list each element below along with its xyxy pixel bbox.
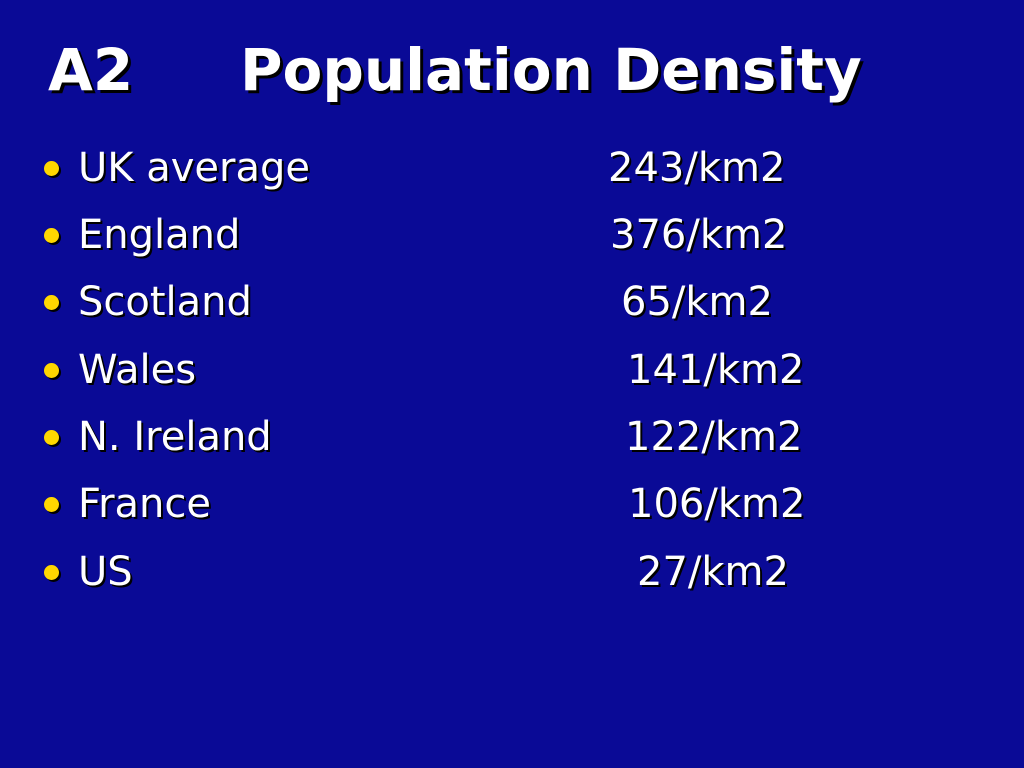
item-value: 106/km2 xyxy=(628,481,806,527)
list-item-us: US 27/km2 xyxy=(0,538,1024,606)
item-label: Wales xyxy=(78,347,197,393)
item-value: 376/km2 xyxy=(610,212,788,258)
bullet-icon xyxy=(44,161,59,176)
bullet-icon xyxy=(44,565,59,580)
bullet-icon xyxy=(44,363,59,378)
item-label: US xyxy=(78,549,133,595)
item-value: 243/km2 xyxy=(608,145,786,191)
item-value: 122/km2 xyxy=(625,414,803,460)
title-code: A2 xyxy=(48,36,134,104)
list-item-england: England 376/km2 xyxy=(0,201,1024,269)
item-value: 141/km2 xyxy=(627,347,805,393)
list-item-wales: Wales 141/km2 xyxy=(0,336,1024,404)
bullet-icon xyxy=(44,430,59,445)
list-item-france: France 106/km2 xyxy=(0,470,1024,538)
bullet-icon xyxy=(44,295,59,310)
item-value: 65/km2 xyxy=(621,279,773,325)
item-label: UK average xyxy=(78,145,310,191)
item-label: Scotland xyxy=(78,279,252,325)
item-label: N. Ireland xyxy=(78,414,272,460)
list-item-scotland: Scotland 65/km2 xyxy=(0,268,1024,336)
title-text: Population Density xyxy=(240,36,862,104)
item-label: France xyxy=(78,481,212,527)
list-item-n-ireland: N. Ireland 122/km2 xyxy=(0,403,1024,471)
bullet-icon xyxy=(44,497,59,512)
item-label: England xyxy=(78,212,241,258)
bullet-icon xyxy=(44,228,59,243)
list-item-uk-average: UK average 243/km2 xyxy=(0,134,1024,202)
item-value: 27/km2 xyxy=(637,549,789,595)
